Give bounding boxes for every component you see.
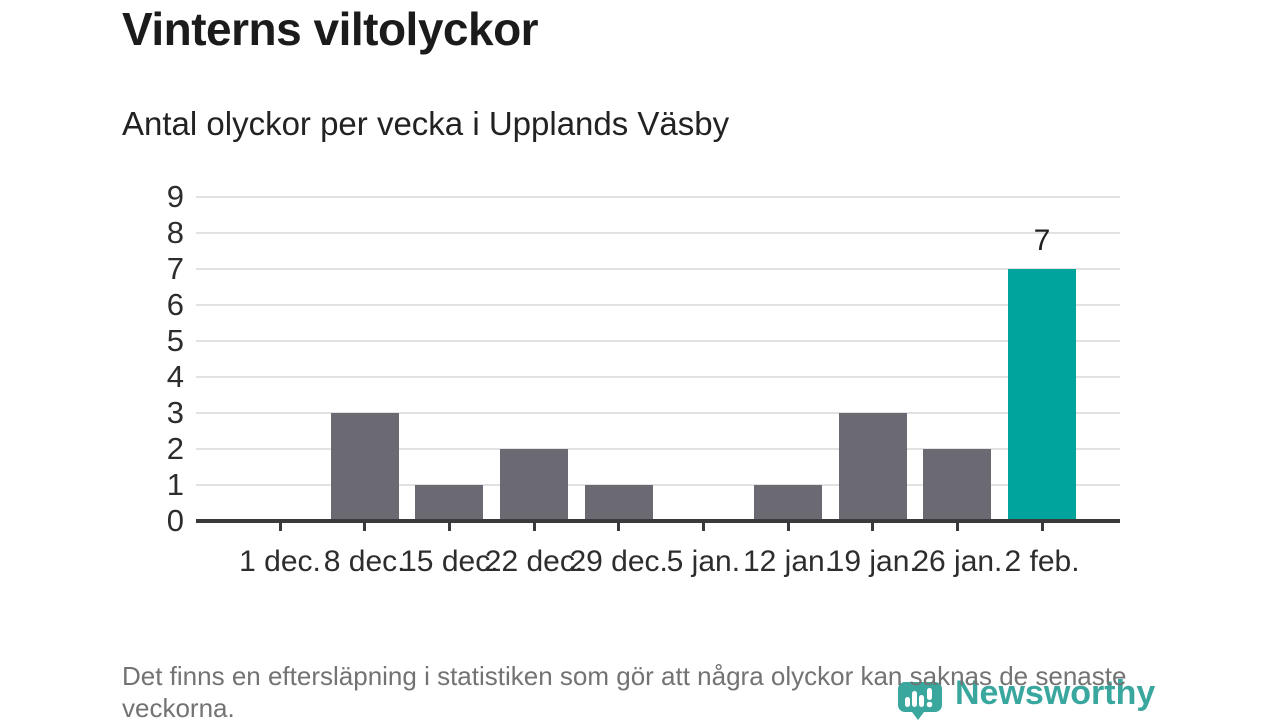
x-tick-label: 2 feb. (1004, 545, 1080, 578)
x-axis-line (196, 519, 1120, 523)
y-tick-label: 0 (166, 503, 184, 538)
gridline (196, 376, 1120, 378)
gridline (196, 484, 1120, 486)
x-tick-label: 19 jan. (827, 545, 918, 578)
x-tick-label: 12 jan. (742, 545, 834, 578)
x-tick (786, 523, 790, 531)
bar (923, 449, 992, 521)
x-tick-label: 15 dec. (400, 545, 499, 578)
gridline (196, 340, 1120, 342)
bar (330, 413, 399, 521)
x-tick (871, 523, 875, 531)
gridline (196, 232, 1120, 234)
y-tick-label: 8 (166, 215, 184, 250)
y-tick-label: 6 (166, 287, 184, 322)
bar (415, 485, 484, 521)
x-tick (701, 523, 705, 531)
gridline (196, 304, 1120, 306)
newsworthy-logo: Newsworthy (898, 668, 1155, 720)
y-tick-label: 1 (166, 467, 184, 502)
newsworthy-logo-text: Newsworthy (955, 674, 1156, 712)
gridline (196, 268, 1120, 270)
bar (584, 485, 653, 521)
bar-value-label: 7 (1033, 224, 1051, 257)
x-tick (1040, 523, 1044, 531)
chart-subtitle: Antal olyckor per vecka i Upplands Väsby (122, 105, 730, 142)
x-tick (532, 523, 536, 531)
x-tick (363, 523, 367, 531)
y-tick-label: 2 (166, 431, 184, 466)
x-tick (617, 523, 621, 531)
x-tick-label: 5 jan. (666, 545, 741, 578)
footnote: Det finns en eftersläpning i statistiken… (122, 661, 1127, 723)
y-tick-label: 5 (166, 323, 184, 358)
y-tick-label: 4 (166, 359, 184, 394)
y-tick-label: 9 (166, 179, 184, 214)
plot-area: 1 dec. 8 dec. 15 dec. 22 dec. 29 dec. 5 jan. 1… (196, 196, 1120, 578)
y-tick-label: 7 (166, 251, 184, 286)
x-tick-label: 8 dec. (323, 545, 406, 578)
page-title: Vinterns viltolyckor (122, 3, 539, 55)
x-tick (955, 523, 959, 531)
bar (500, 449, 568, 521)
bar (1008, 269, 1077, 521)
gridline (196, 196, 1120, 198)
x-tick-label: 1 dec. (239, 545, 321, 578)
speech-bubble-bar-chart-icon (898, 682, 942, 720)
x-tick (278, 523, 282, 531)
x-tick-label: 29 dec. (569, 545, 668, 578)
x-tick (447, 523, 451, 531)
gridline (196, 412, 1120, 414)
y-tick-label: 3 (166, 395, 184, 430)
x-tick-label: 26 jan. (912, 545, 1003, 578)
gridline (196, 448, 1120, 450)
bar (838, 413, 907, 521)
bar (754, 485, 823, 521)
x-tick-label: 22 dec. (484, 545, 584, 578)
